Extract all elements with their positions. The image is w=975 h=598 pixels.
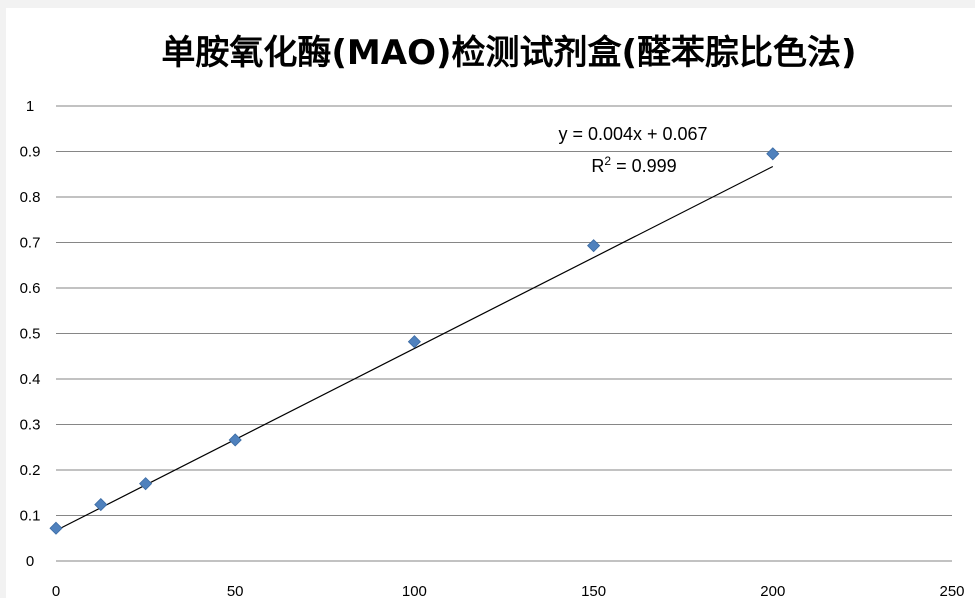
x-tick-label-3: 150 [581, 583, 606, 598]
x-tick-label-0: 0 [52, 583, 60, 598]
data-point-0-0 [49, 521, 63, 535]
x-tick-label-2: 100 [402, 583, 427, 598]
y-tick-label-6: 0.6 [20, 280, 41, 297]
data-point-0-3 [228, 433, 242, 447]
y-tick-label-4: 0.4 [20, 371, 41, 388]
y-tick-label-10: 1 [26, 98, 34, 115]
y-tick-label-8: 0.8 [20, 189, 41, 206]
data-point-0-2 [139, 477, 153, 491]
x-tick-label-4: 200 [760, 583, 785, 598]
data-point-0-1 [94, 498, 108, 512]
data-points [49, 147, 780, 535]
x-tick-label-5: 250 [939, 583, 964, 598]
data-point-0-4 [407, 335, 421, 349]
data-point-0-5 [587, 239, 601, 253]
data-point-0-6 [766, 147, 780, 161]
chart-container: 单胺氧化酶(MAO)检测试剂盒(醛苯腙比色法) 0 0.1 0.2 0.3 0.4 0.5… [6, 8, 975, 598]
trendline-layer [55, 165, 774, 532]
y-tick-label-0: 0 [26, 553, 34, 570]
y-tick-label-2: 0.2 [20, 462, 41, 479]
y-tick-label-3: 0.3 [20, 417, 41, 434]
r-squared-value: = 0.999 [611, 156, 677, 176]
chart-title: 单胺氧化酶(MAO)检测试剂盒(醛苯腙比色法) [161, 33, 856, 73]
y-tick-label-1: 0.1 [20, 508, 41, 525]
gridlines [56, 105, 952, 516]
trendline-equation: y = 0.004x + 0.067 [558, 124, 707, 144]
trendline [55, 165, 774, 532]
y-tick-label-9: 0.9 [20, 144, 41, 161]
y-tick-label-5: 0.5 [20, 326, 41, 343]
r-squared-base: R [591, 156, 604, 176]
y-tick-label-7: 0.7 [20, 235, 41, 252]
scatter-chart: 单胺氧化酶(MAO)检测试剂盒(醛苯腙比色法) 0 0.1 0.2 0.3 0.4 0.5… [20, 33, 965, 598]
r-squared-label: R2 = 0.999 [591, 154, 676, 176]
r-squared-superscript: 2 [604, 154, 611, 168]
axes: 0 0.1 0.2 0.3 0.4 0.5 0.6 0.7 0.8 0.9 1 0 50 100 150 20… [20, 98, 965, 598]
x-tick-label-1: 50 [227, 583, 244, 598]
